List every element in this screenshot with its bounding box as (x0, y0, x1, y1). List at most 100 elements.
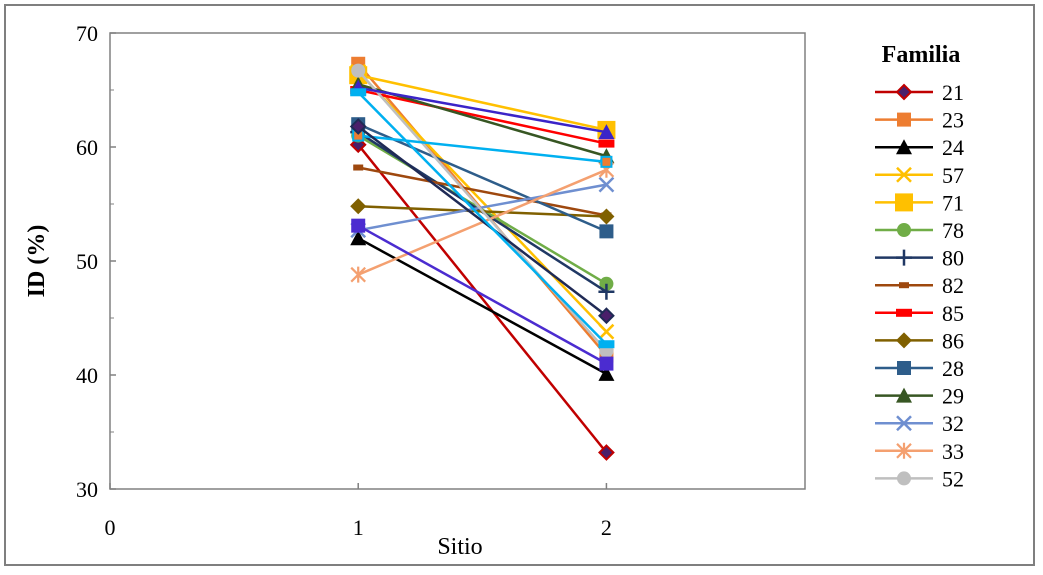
data-point (349, 118, 367, 135)
data-point (350, 88, 367, 97)
data-point (350, 198, 367, 215)
series-layer (349, 56, 616, 461)
legend-marker (896, 442, 912, 459)
series-unlisted-18 (350, 79, 615, 140)
legend-marker (896, 332, 912, 349)
data-point (598, 340, 615, 349)
tick-labels: 30 40 50 60 70 0 1 2 (76, 21, 612, 540)
y-tick-label: 60 (76, 135, 98, 160)
legend-label: 29 (942, 384, 964, 409)
series-line (357, 237, 608, 375)
data-point (351, 218, 366, 233)
legend-marker (897, 223, 911, 237)
y-tick-label: 30 (76, 477, 98, 502)
x-tick-label: 1 (353, 515, 364, 540)
series-24 (350, 230, 615, 381)
chart-frame (4, 4, 1035, 566)
series-line (357, 88, 607, 145)
legend-label: 21 (942, 80, 964, 105)
legend-label: 57 (942, 163, 964, 188)
legend-marker (899, 282, 909, 289)
data-point (598, 283, 615, 300)
legend-marker (895, 83, 913, 101)
legend-marker (895, 193, 913, 212)
data-point (598, 124, 615, 140)
legend-marker (897, 112, 911, 127)
legend-item: 29 (875, 384, 964, 409)
legend-label: 86 (942, 328, 964, 353)
data-point (598, 208, 615, 225)
legend-label: 24 (942, 135, 964, 160)
legend-item: 33 (875, 439, 964, 464)
legend-label: 82 (942, 273, 964, 298)
data-point (598, 176, 615, 193)
legend-marker (896, 139, 912, 155)
series-line (357, 224, 608, 365)
y-tick-label: 50 (76, 249, 98, 274)
x-axis-title: Sitio (437, 534, 482, 560)
legend-marker (896, 415, 912, 432)
x-tick-label: 2 (601, 515, 612, 540)
legend-label: 80 (942, 246, 964, 271)
legend-marker (897, 361, 911, 375)
legend-label: 32 (942, 411, 964, 436)
legend-label: 71 (942, 190, 964, 215)
series-line (357, 166, 607, 217)
series-line (357, 125, 608, 317)
series-line (357, 73, 607, 132)
series-line (357, 69, 608, 352)
data-point (599, 356, 614, 371)
legend-item: 71 (875, 190, 964, 215)
series-line (357, 91, 608, 346)
legend-label: 23 (942, 108, 964, 133)
series-unlisted-17 (351, 218, 614, 371)
series-unlisted-20 (350, 88, 615, 349)
legend-item: 23 (875, 108, 964, 133)
legend-item: 24 (875, 135, 964, 160)
data-point (350, 230, 367, 246)
legend-label: 78 (942, 218, 964, 243)
data-point (598, 444, 615, 461)
legend-label: 85 (942, 301, 964, 326)
legend-item: 21 (875, 80, 964, 105)
legend-item: 80 (875, 246, 964, 271)
y-axis-title: ID (%) (24, 225, 50, 298)
legend-marker (896, 387, 912, 403)
y-tick-label: 40 (76, 363, 98, 388)
legend-title: Familia (882, 42, 961, 68)
legend-marker (896, 249, 912, 266)
legend-marker (897, 471, 911, 486)
data-point (351, 63, 366, 78)
x-axis (109, 483, 608, 489)
plot-area (109, 32, 806, 490)
data-point (600, 155, 613, 168)
data-point (350, 266, 366, 283)
series-line (357, 123, 607, 233)
data-point (598, 139, 615, 148)
legend-label: 33 (942, 439, 964, 464)
series-line (357, 183, 607, 232)
y-tick-label: 70 (76, 21, 98, 46)
x-tick-label: 0 (105, 515, 116, 540)
series-52 (351, 63, 614, 359)
legend-item: 78 (875, 218, 964, 243)
data-point (599, 224, 614, 239)
series-line (357, 143, 608, 454)
legend-label: 52 (942, 466, 964, 491)
legend-item: 85 (875, 301, 964, 326)
legend-marker (896, 166, 912, 183)
legend-item: 28 (875, 356, 964, 381)
y-axis (110, 32, 116, 490)
series-line (358, 134, 607, 164)
series-line (357, 70, 608, 333)
legend-item: 82 (875, 273, 964, 298)
legend-item: 86 (875, 328, 964, 353)
data-point (598, 307, 615, 325)
legend-marker (896, 308, 912, 317)
series-line (357, 86, 607, 134)
legend-item: 32 (875, 411, 964, 436)
legend-item: 52 (875, 466, 964, 491)
data-point (353, 164, 364, 171)
data-point (598, 323, 615, 340)
